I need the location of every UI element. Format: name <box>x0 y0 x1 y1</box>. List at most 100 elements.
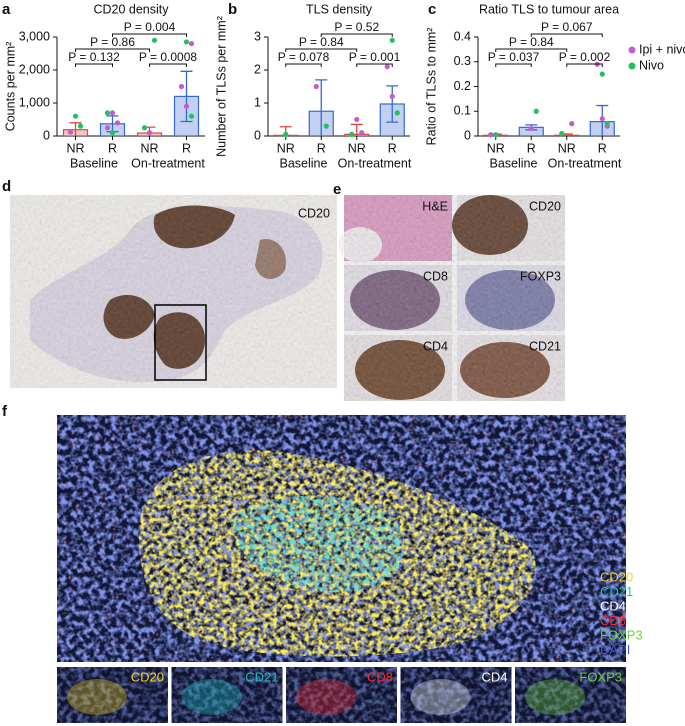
data-point <box>354 116 360 123</box>
tile-noise <box>286 667 397 723</box>
data-point <box>104 110 111 116</box>
channel-label: CD20 <box>600 569 633 584</box>
channel-label: CD21 <box>245 669 278 684</box>
tile-noise <box>57 667 168 723</box>
data-point <box>493 132 499 138</box>
channel-label: FOXP3 <box>579 669 622 684</box>
error-bar <box>315 79 328 136</box>
x-tick-label: R <box>317 141 326 155</box>
channel-tile <box>515 667 626 723</box>
tile-noise <box>515 667 626 723</box>
legend-marker <box>628 46 636 54</box>
channel-tile <box>171 667 283 723</box>
p-value: P = 0.86 <box>90 35 135 49</box>
legend-label: Ipi + nivo <box>639 42 685 56</box>
data-point <box>146 130 153 136</box>
panel-letter: f <box>2 403 8 420</box>
data-point <box>323 123 329 129</box>
group-label: On-treatment <box>338 156 412 170</box>
p-value: P = 0.004 <box>124 20 176 34</box>
y-tick-label: 3 <box>254 29 261 43</box>
group-label: Baseline <box>70 156 118 170</box>
channel-tile <box>400 667 512 723</box>
data-point <box>72 113 79 119</box>
stain-label: CD20 <box>529 199 561 213</box>
data-point <box>188 113 195 119</box>
data-point <box>114 120 121 126</box>
channel-tile <box>57 667 168 723</box>
p-value: P = 0.067 <box>541 20 593 34</box>
data-point <box>141 125 148 131</box>
y-tick-label: 0.4 <box>454 29 471 43</box>
panel-letter: e <box>333 181 341 198</box>
data-point <box>384 64 390 70</box>
data-point <box>109 130 116 136</box>
group-label: On-treatment <box>131 156 205 170</box>
x-tick-label: NR <box>66 141 84 155</box>
data-point <box>151 37 158 43</box>
error-bar <box>180 70 193 123</box>
error-bar <box>386 85 399 123</box>
stain-label: CD21 <box>529 339 561 353</box>
legend-marker <box>628 62 636 70</box>
panel-letter: d <box>2 178 11 195</box>
p-value: P = 0.002 <box>559 50 611 64</box>
channel-label: FOXP3 <box>600 627 643 642</box>
legend-label: Nivo <box>639 58 664 72</box>
x-tick-label: NR <box>487 141 505 155</box>
y-tick-label: 2,000 <box>19 62 50 76</box>
data-point <box>389 37 395 43</box>
significance-bracket <box>495 48 568 52</box>
data-point <box>559 130 565 137</box>
significance-bracket <box>285 48 358 52</box>
data-point <box>359 130 365 136</box>
y-tick-label: 1,000 <box>19 95 50 109</box>
x-tick-label: R <box>598 141 607 155</box>
panel-letter: c <box>428 1 436 18</box>
data-point <box>528 125 534 132</box>
error-bar <box>69 122 82 136</box>
tile-signal <box>410 679 471 715</box>
data-point <box>604 121 610 127</box>
tile-noise <box>171 667 283 723</box>
data-point <box>349 131 355 137</box>
data-point <box>488 132 494 138</box>
data-point <box>313 83 319 90</box>
p-value: P = 0.84 <box>509 35 554 49</box>
significance-bracket <box>495 63 532 67</box>
significance-bracket <box>112 33 187 37</box>
tile-signal <box>525 679 585 715</box>
p-value: P = 0.0008 <box>139 50 197 64</box>
x-tick-label: R <box>527 141 536 155</box>
channel-label: DAPI <box>600 642 630 657</box>
y-axis-label: Counts per mm² <box>3 42 17 132</box>
data-point <box>183 103 190 109</box>
error-bar <box>350 123 363 136</box>
data-point <box>77 123 84 129</box>
channel-label: CD21 <box>600 584 633 599</box>
x-tick-label: R <box>388 141 397 155</box>
y-tick-label: 0 <box>464 128 471 142</box>
stain-tiles <box>338 195 565 401</box>
channel-label: CD4 <box>600 598 626 613</box>
channel-label: CD8 <box>367 669 393 684</box>
x-tick-label: NR <box>140 141 158 155</box>
group-label: On-treatment <box>548 156 622 170</box>
y-tick-label: 0 <box>43 128 50 142</box>
y-tick-label: 3,000 <box>19 29 50 43</box>
tile-signal <box>67 679 127 715</box>
data-point <box>183 39 190 45</box>
chart-title: CD20 density <box>93 2 169 16</box>
data-point <box>599 71 605 77</box>
panel-letter: b <box>228 1 237 18</box>
significance-bracket <box>356 63 393 67</box>
channel-label: CD20 <box>131 669 164 684</box>
data-point <box>188 41 195 47</box>
tissue-image <box>10 195 337 388</box>
group-label: Baseline <box>490 156 538 170</box>
significance-bracket <box>75 63 113 67</box>
y-tick-label: 0 <box>254 128 261 142</box>
significance-bracket <box>75 48 150 52</box>
data-point <box>109 110 116 116</box>
